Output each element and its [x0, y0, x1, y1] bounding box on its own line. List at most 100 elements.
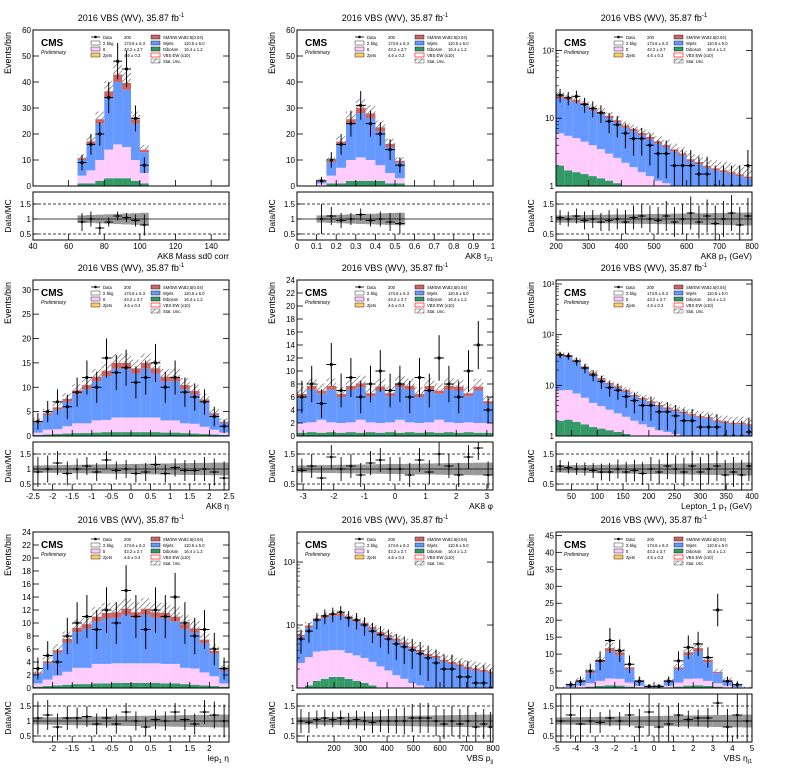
data-point [482, 681, 486, 685]
data-point [114, 371, 118, 375]
diboson-bar [52, 685, 63, 688]
ratio-point [222, 719, 226, 723]
ratio-point [193, 722, 196, 726]
wjets-bar [326, 162, 337, 176]
legend-value: 4.6 ± 0.3 [647, 555, 664, 560]
ratio-point [618, 719, 621, 723]
y-tick-label: 18 [22, 567, 31, 576]
legend-value: 110.5 ± 5.0 [707, 291, 728, 296]
legend-swatch [150, 536, 161, 542]
data-point [598, 659, 602, 663]
diboson-bar [304, 685, 313, 688]
ratio-point [589, 719, 592, 723]
diboson-bar [614, 685, 625, 688]
ttbar-bar [645, 176, 654, 186]
ratio-tick-label: 1 [27, 465, 32, 474]
ratio-point [591, 217, 595, 221]
x-tick-label: 700 [713, 242, 727, 251]
ratio-tick-label: 0.5 [20, 732, 32, 741]
data-point [307, 629, 311, 633]
ttbar-bar [564, 135, 573, 171]
data-point [319, 401, 324, 406]
ttbar-bar [101, 419, 112, 433]
x-tick-label: 1 [423, 492, 428, 501]
x-tick-label: 120 [169, 242, 183, 251]
ttbar-bar [180, 667, 190, 685]
ttbar-bar [637, 172, 646, 186]
ratio-point [105, 716, 108, 720]
diboson-bar [336, 432, 346, 436]
x-tick-label: -1 [631, 744, 639, 753]
ratio-point [707, 467, 710, 471]
data-point [339, 610, 343, 614]
diboson-bar [170, 432, 180, 436]
wjets-bar [320, 618, 329, 651]
preliminary-label: Preliminary [41, 300, 67, 306]
data-point [144, 375, 148, 380]
chart-panel-6: 2016 VBS (WV), 35.87 fb-1 1 10 10² 10³ Events… [526, 263, 759, 513]
diboson-bar [483, 432, 493, 436]
data-point [55, 400, 60, 404]
diboson-bar [376, 688, 384, 707]
ratio-point [607, 219, 611, 222]
diboson-bar [101, 683, 112, 688]
legend: Data 200 Σ bkg 174.6 ± 6.3 tt 43.2 ± 3.7 Zjets… [90, 284, 205, 314]
ratio-point [457, 473, 461, 477]
data-point [574, 94, 579, 98]
wjets-bar [82, 628, 92, 668]
legend: Data 200 Σ bkg 174.6 ± 6.3 tt 43.2 ± 3.7 Zjets… [354, 536, 469, 566]
data-point [349, 122, 353, 126]
diboson-bar [180, 433, 190, 436]
ratio-point [98, 226, 102, 230]
ratio-tick-label: 0.5 [284, 230, 296, 239]
wjets-bar [328, 615, 337, 651]
legend-value: 174.6 ± 6.3 [124, 291, 146, 296]
diboson-bar [297, 432, 307, 436]
diboson-bar [42, 434, 53, 436]
ttbar-bar [736, 197, 744, 202]
diboson-bar [624, 686, 635, 688]
wjets-bar [121, 368, 131, 418]
ratio-point [339, 219, 343, 222]
x-tick-label: 800 [745, 242, 759, 251]
x-axis-label: AK8 pT (GeV) [700, 251, 752, 263]
ttbar-bar [326, 422, 337, 433]
legend-value: 16.4 ± 1.2 [448, 297, 467, 302]
legend-label: Zjets [367, 555, 376, 560]
ratio-point [437, 452, 441, 456]
y-tick-label: 4 [291, 406, 296, 415]
ratio-frame [32, 191, 230, 241]
legend-value: 110.5 ± 5.0 [184, 291, 205, 296]
data-point [388, 148, 392, 152]
data-point [705, 172, 709, 176]
legend-value: 43.2 ± 3.7 [647, 47, 666, 52]
ratio-axis-label: Data/MC [267, 449, 277, 483]
legend-label: VBS EW (x10) [427, 555, 455, 560]
wjets-bar [597, 379, 606, 407]
data-point [558, 93, 562, 97]
ratio-point [222, 476, 226, 480]
ttbar-bar [101, 663, 112, 684]
ratio-point [426, 716, 430, 720]
x-tick-label: 0.4 [370, 242, 382, 251]
ratio-point [183, 469, 187, 472]
data-point [450, 667, 454, 671]
ratio-point [89, 217, 93, 221]
diboson-bar [346, 432, 356, 436]
ratio-content [297, 703, 493, 742]
ratio-point [330, 455, 333, 459]
x-tick-label: 0.6 [409, 242, 421, 251]
diboson-bar [556, 420, 565, 436]
data-point [163, 385, 167, 389]
y-axis-label: Events/bin [526, 32, 536, 74]
ttbar-bar [328, 650, 337, 677]
ttbar-bar [680, 436, 688, 444]
wjets-bar [703, 662, 713, 681]
ratio-point [726, 725, 729, 729]
y-tick-label: 40 [22, 78, 31, 87]
data-point [65, 405, 69, 409]
ttbar-bar [140, 663, 151, 683]
diboson-bar [336, 676, 345, 688]
data-point [707, 425, 711, 429]
diboson-bar [360, 683, 369, 688]
